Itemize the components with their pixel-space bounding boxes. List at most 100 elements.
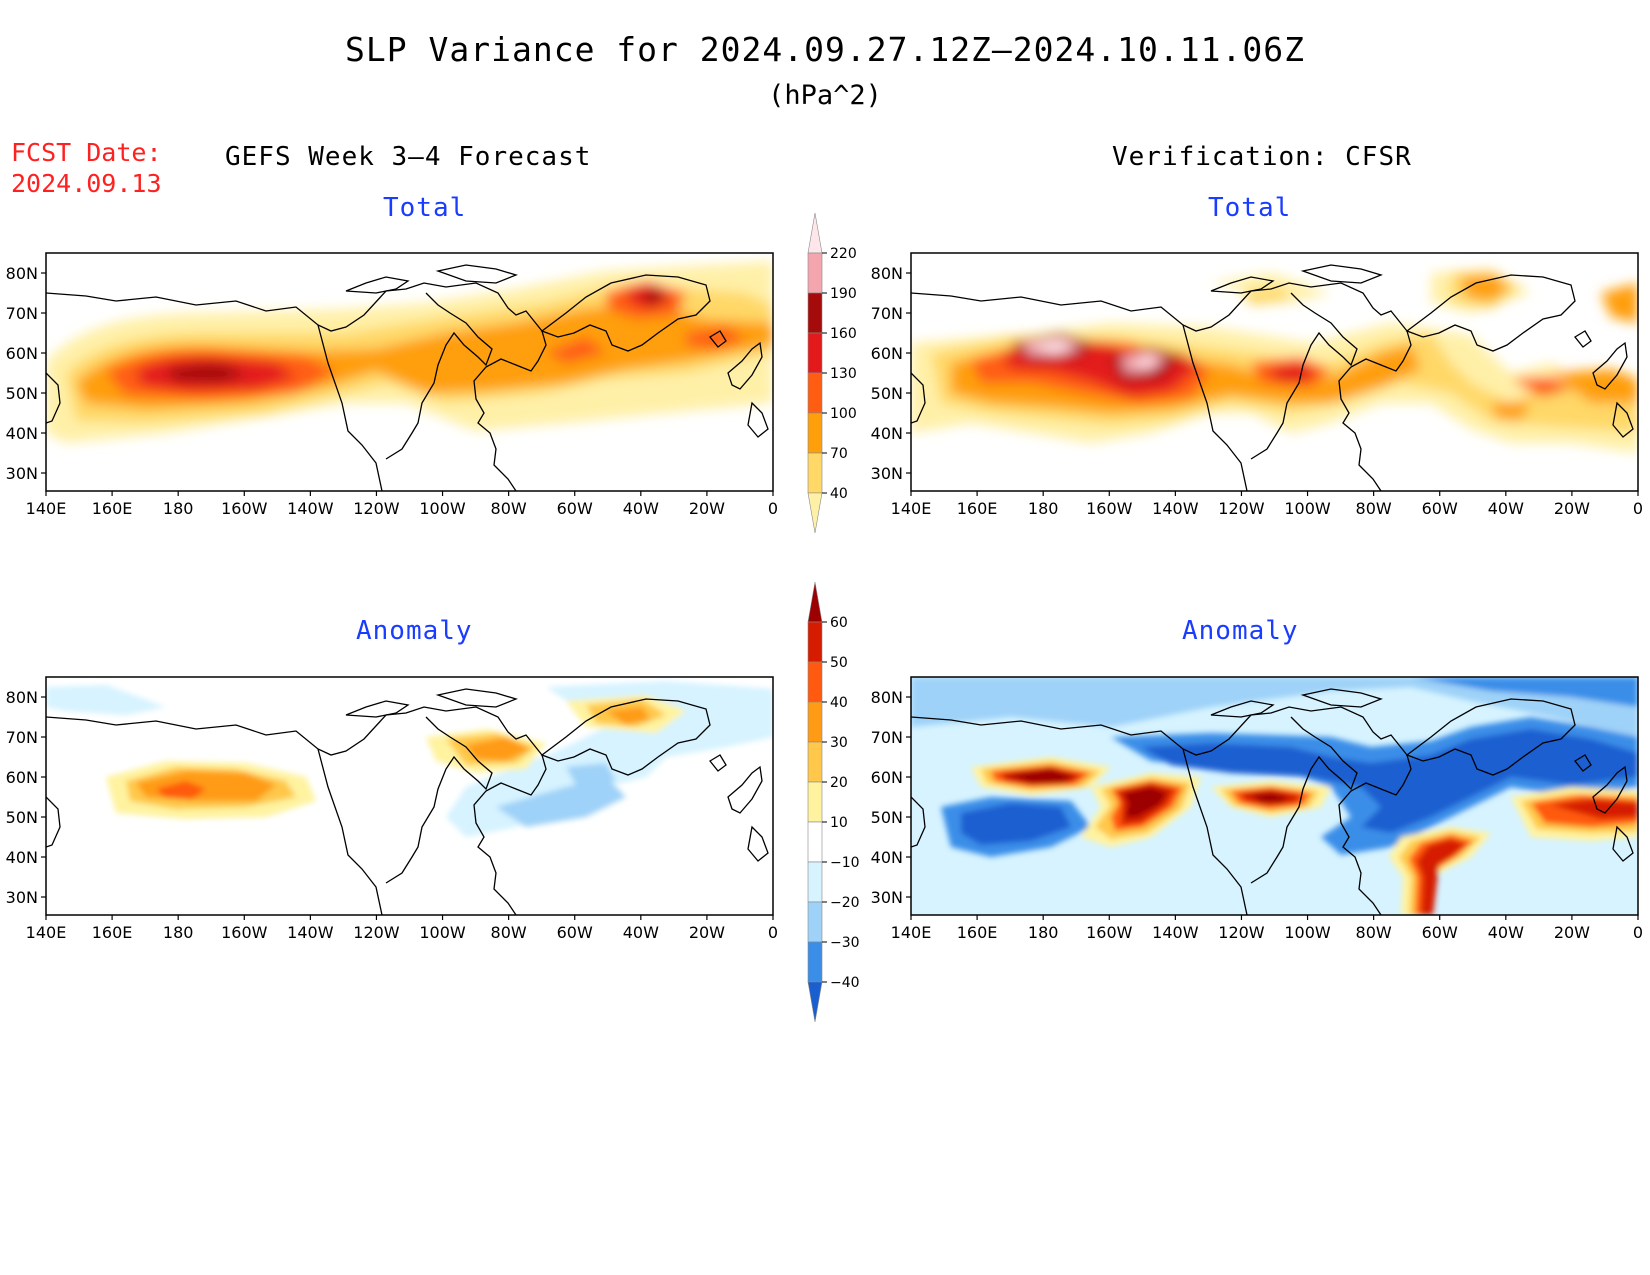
lon-tick-label: 120W (1218, 499, 1265, 518)
map-gefs-anomaly (46, 677, 773, 915)
colorbar-segment (807, 781, 823, 823)
lon-tick-label: 140E (26, 923, 67, 942)
map-cfsr-total (911, 253, 1638, 491)
lon-tick-label: 120W (353, 499, 400, 518)
colorbar-segment (807, 861, 823, 903)
lat-tick-label: 70N (6, 304, 38, 323)
figure-title: SLP Variance for 2024.09.27.12Z–2024.10.… (345, 30, 1305, 69)
lon-tick-label: 180 (163, 499, 194, 518)
colorbar-label: 60 (830, 615, 848, 631)
lat-tick-label: 30N (6, 464, 38, 483)
fcst-date: FCST Date: 2024.09.13 (11, 137, 162, 199)
lon-tick-label: 60W (1422, 923, 1458, 942)
lon-tick-label: 140W (287, 499, 334, 518)
colorbar-label: 40 (830, 486, 848, 502)
lat-tick-label: 50N (6, 384, 38, 403)
lon-tick-label: 40W (1488, 499, 1524, 518)
colorbar-segment (807, 661, 823, 703)
colorbar-label: 70 (830, 446, 848, 462)
lon-tick-label: 140W (1152, 923, 1199, 942)
map-frame-bottom-right (910, 676, 1639, 916)
colorbar-segment (807, 741, 823, 783)
lon-tick-label: 0 (1633, 923, 1643, 942)
lat-tick-label: 40N (871, 848, 903, 867)
lon-tick-label: 40W (623, 499, 659, 518)
units-label: (hPa^2) (768, 80, 882, 111)
map-axis-labels: 80N 70N 60N 50N 40N 30N 140E 160E 180 160W 140W 120… (6, 264, 1643, 942)
colorbar-segment (807, 941, 823, 983)
lat-tick-label: 80N (871, 264, 903, 283)
lat-tick-label: 30N (871, 888, 903, 907)
lat-tick-label: 60N (6, 344, 38, 363)
map-frame-top-left (45, 252, 774, 492)
lon-tick-label: 140E (891, 923, 932, 942)
colorbar-arrow-bottom (807, 492, 823, 534)
colorbar-label: −40 (830, 975, 860, 991)
colorbar-segment (807, 901, 823, 943)
lat-tick-label: 60N (6, 768, 38, 787)
lon-tick-label: 160W (1086, 499, 1133, 518)
lon-tick-label: 40W (1488, 923, 1524, 942)
panel-label-bottom-left: Anomaly (356, 616, 473, 646)
lon-tick-label: 80W (1356, 923, 1392, 942)
lon-tick-label: 160W (221, 923, 268, 942)
colorbar-segment (807, 701, 823, 743)
lon-tick-label: 40W (623, 923, 659, 942)
map-gefs-total (46, 253, 773, 491)
map-cfsr-anomaly (911, 677, 1638, 915)
colorbar-segment (807, 452, 823, 494)
colorbar-label: 190 (830, 286, 857, 302)
lon-tick-label: 20W (1554, 499, 1590, 518)
lon-tick-label: 20W (1554, 923, 1590, 942)
map-frame-top-right (910, 252, 1639, 492)
lon-tick-label: 20W (689, 499, 725, 518)
lon-tick-label: 80W (491, 923, 527, 942)
lat-tick-label: 80N (6, 264, 38, 283)
colorbar-segment (807, 621, 823, 663)
lat-tick-label: 30N (871, 464, 903, 483)
colorbar-segment (807, 252, 823, 294)
lon-tick-label: 140W (1152, 499, 1199, 518)
lon-tick-label: 140E (891, 499, 932, 518)
lon-tick-label: 140W (287, 923, 334, 942)
lon-tick-label: 180 (1028, 923, 1059, 942)
lon-tick-label: 100W (1284, 923, 1331, 942)
colorbar-label: 30 (830, 735, 848, 751)
colorbar-label: 20 (830, 775, 848, 791)
colorbar-label: −10 (830, 855, 860, 871)
fcst-date-label: FCST Date: (11, 138, 162, 167)
lon-tick-label: 120W (1218, 923, 1265, 942)
map-frame-bottom-left (45, 676, 774, 916)
colorbar-label: 220 (830, 246, 857, 262)
lon-tick-label: 0 (1633, 499, 1643, 518)
colorbar-arrow-top (807, 581, 823, 623)
lon-tick-label: 180 (163, 923, 194, 942)
lon-tick-label: 20W (689, 923, 725, 942)
verification-column-heading: Verification: CFSR (1112, 142, 1412, 172)
lat-tick-label: 40N (6, 848, 38, 867)
lon-tick-label: 0 (768, 923, 778, 942)
lat-tick-label: 70N (871, 304, 903, 323)
colorbar-segment (807, 372, 823, 414)
colorbar-arrow-bottom (807, 981, 823, 1023)
lat-tick-label: 60N (871, 768, 903, 787)
colorbar-segment (807, 412, 823, 454)
colorbar-segment (807, 292, 823, 334)
lat-tick-label: 40N (6, 424, 38, 443)
lat-tick-label: 50N (6, 808, 38, 827)
colorbar-total: 220 190 160 130 100 70 40 (807, 212, 857, 534)
colorbar-label: 10 (830, 815, 848, 831)
lon-tick-label: 160E (957, 499, 998, 518)
lon-tick-label: 60W (1422, 499, 1458, 518)
colorbar-label: 130 (830, 366, 857, 382)
colorbar-label: −30 (830, 935, 860, 951)
lon-tick-label: 120W (353, 923, 400, 942)
lat-tick-label: 30N (6, 888, 38, 907)
lon-tick-label: 160E (92, 923, 133, 942)
lon-tick-label: 160W (1086, 923, 1133, 942)
fcst-date-value: 2024.09.13 (11, 169, 162, 198)
colorbar-label: 40 (830, 695, 848, 711)
colorbar-segment (807, 821, 823, 863)
lat-tick-label: 50N (871, 384, 903, 403)
